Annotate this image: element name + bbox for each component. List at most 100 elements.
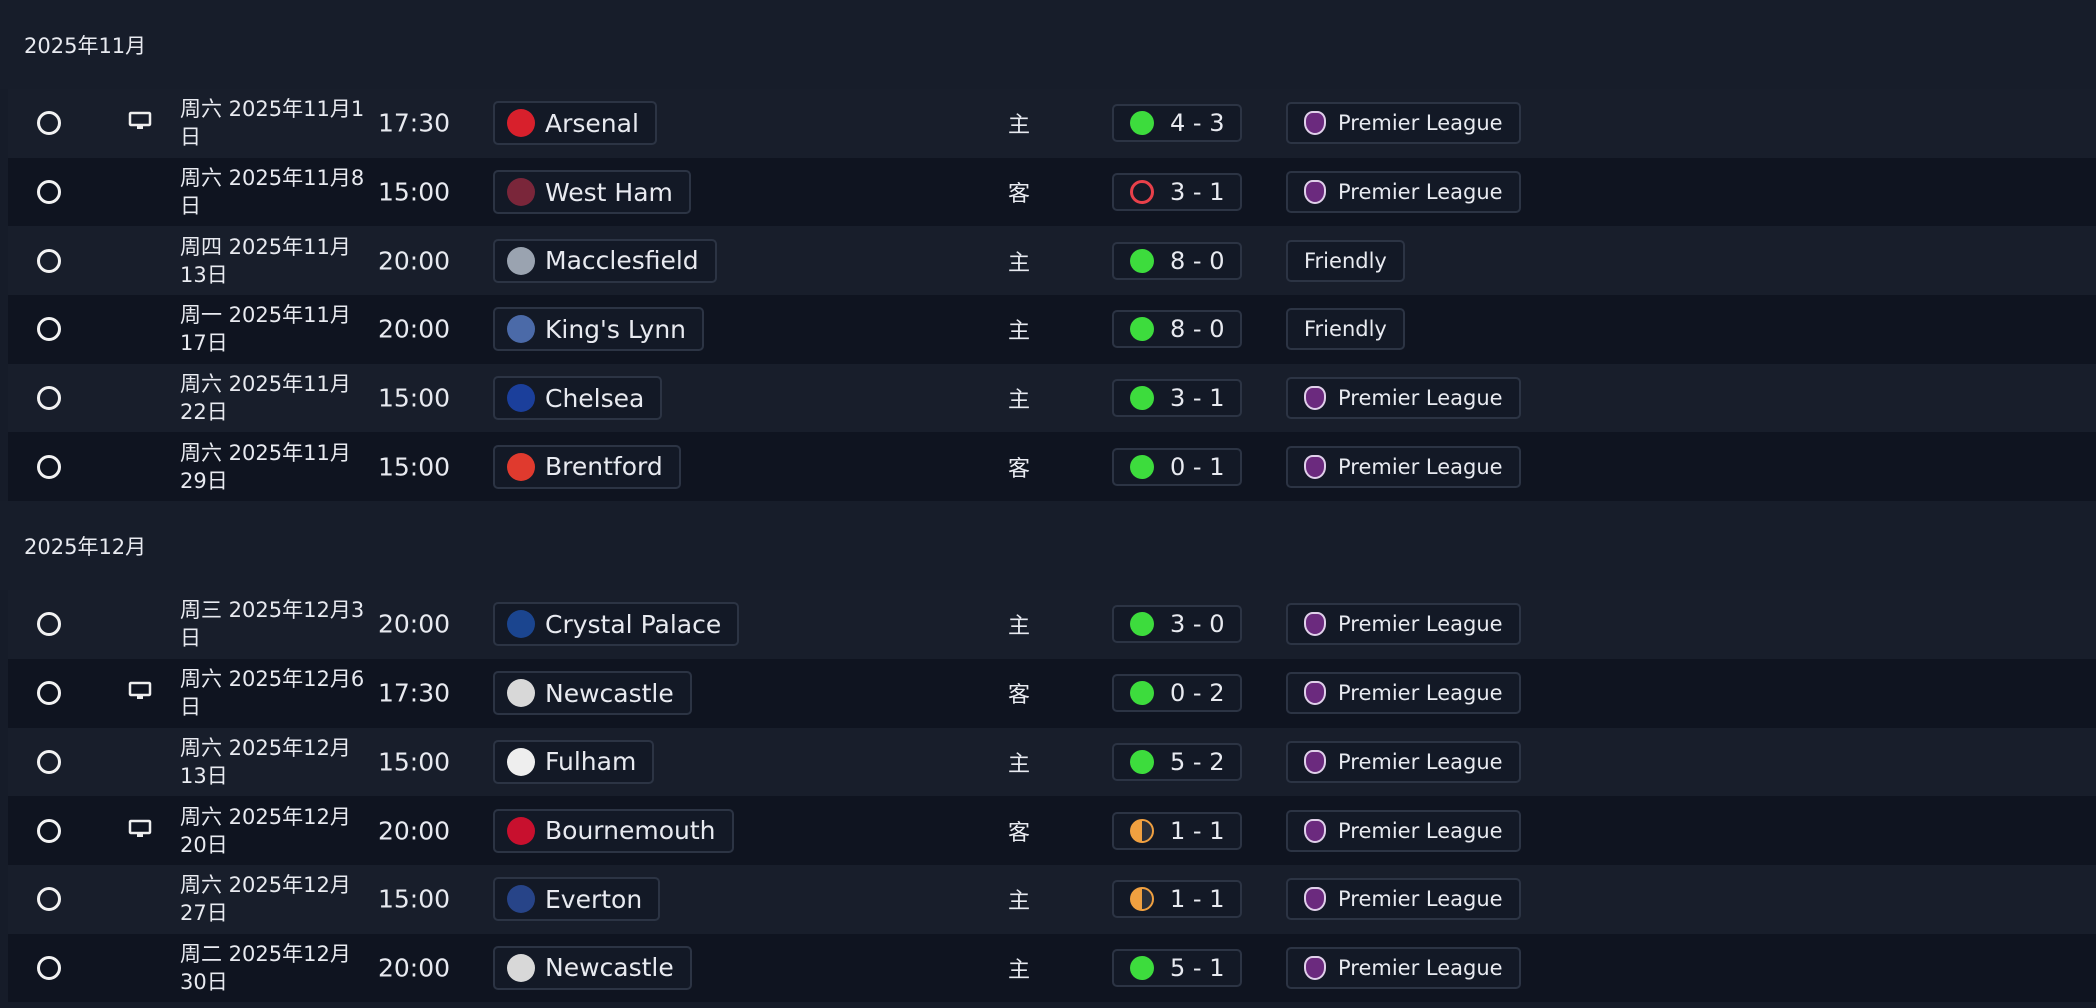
competition-logo [1304, 111, 1326, 136]
match-row[interactable]: 周六 2025年12月27日 15:00 Everton 主 1 - 1 Premier … [8, 864, 2096, 934]
opponent[interactable]: Macclesfield [493, 238, 717, 283]
match-row[interactable]: 周六 2025年11月29日 15:00 Brentford 客 0 - 1 Premie… [8, 432, 2096, 502]
tv-icon [128, 819, 152, 843]
opponent[interactable]: Arsenal [493, 101, 657, 146]
club-badge [507, 452, 535, 481]
select-circle[interactable] [37, 386, 61, 411]
venue: 客 [1008, 456, 1031, 482]
match-row[interactable]: 周六 2025年12月6日 17:30 Newcastle 客 0 - 2 Premier… [8, 658, 2096, 728]
select-circle[interactable] [37, 454, 61, 479]
select-circle[interactable] [37, 749, 61, 774]
competition[interactable]: Premier League [1286, 377, 1521, 420]
opponent[interactable]: Chelsea [493, 376, 663, 421]
score[interactable]: 8 - 0 [1112, 241, 1243, 280]
opponent[interactable]: Bournemouth [493, 808, 734, 853]
result-icon [1130, 111, 1154, 136]
opponent[interactable]: Everton [493, 877, 661, 922]
match-row[interactable]: 周六 2025年11月1日 17:30 Arsenal 主 4 - 3 Premier L… [8, 89, 2096, 158]
score[interactable]: 5 - 2 [1112, 742, 1243, 781]
month-header: 2025年11月 [0, 0, 2096, 89]
kickoff-time: 15:00 [378, 884, 451, 914]
score-text: 4 - 3 [1170, 109, 1225, 138]
opponent[interactable]: Newcastle [493, 671, 692, 716]
competition[interactable]: Premier League [1286, 171, 1521, 214]
competition[interactable]: Premier League [1286, 878, 1521, 921]
opponent[interactable]: Brentford [493, 444, 681, 489]
kickoff-time: 17:30 [378, 108, 451, 138]
venue: 主 [1008, 250, 1031, 276]
competition[interactable]: Premier League [1286, 102, 1521, 145]
match-row[interactable]: 周六 2025年11月8日 15:00 West Ham 客 3 - 1 Premier … [8, 157, 2096, 227]
score-text: 3 - 1 [1170, 384, 1225, 413]
score[interactable]: 4 - 3 [1112, 104, 1243, 143]
club-badge [507, 178, 535, 207]
kickoff-time: 15:00 [378, 747, 451, 777]
match-row[interactable]: 周六 2025年12月13日 15:00 Fulham 主 5 - 2 Premier L… [8, 727, 2096, 797]
match-date: 周六 2025年12月20日 [180, 804, 351, 857]
score-text: 0 - 1 [1170, 452, 1225, 481]
score[interactable]: 3 - 1 [1112, 173, 1243, 212]
competition[interactable]: Premier League [1286, 672, 1521, 715]
select-circle[interactable] [37, 955, 61, 980]
result-icon [1130, 955, 1154, 980]
competition-logo [1304, 681, 1326, 706]
club-badge [507, 315, 535, 344]
select-circle[interactable] [37, 818, 61, 843]
competition[interactable]: Premier League [1286, 603, 1521, 646]
result-icon [1130, 887, 1154, 912]
competition[interactable]: Friendly [1286, 308, 1405, 351]
select-circle[interactable] [37, 317, 61, 342]
match-date: 周六 2025年12月13日 [180, 735, 351, 788]
score[interactable]: 0 - 2 [1112, 674, 1243, 713]
opponent[interactable]: Newcastle [493, 945, 692, 990]
competition[interactable]: Friendly [1286, 239, 1405, 282]
score[interactable]: 1 - 1 [1112, 880, 1243, 919]
match-date: 周六 2025年12月27日 [180, 873, 351, 926]
venue: 主 [1008, 614, 1031, 640]
score[interactable]: 8 - 0 [1112, 310, 1243, 349]
competition[interactable]: Premier League [1286, 809, 1521, 852]
opponent[interactable]: West Ham [493, 170, 691, 215]
competition[interactable]: Premier League [1286, 946, 1521, 989]
opponent-name: Chelsea [545, 383, 645, 413]
score[interactable]: 3 - 1 [1112, 379, 1243, 418]
select-circle[interactable] [37, 887, 61, 912]
score[interactable]: 3 - 0 [1112, 605, 1243, 644]
opponent[interactable]: King's Lynn [493, 307, 705, 352]
opponent[interactable]: Fulham [493, 739, 655, 784]
match-row[interactable]: 周六 2025年12月20日 20:00 Bournemouth 客 1 - 1 Prem… [8, 796, 2096, 865]
club-badge [507, 246, 535, 275]
match-date: 周四 2025年11月13日 [180, 234, 351, 287]
match-date: 周六 2025年11月22日 [180, 372, 351, 425]
score-text: 3 - 0 [1170, 610, 1225, 639]
club-badge [507, 953, 535, 982]
score[interactable]: 1 - 1 [1112, 811, 1243, 850]
kickoff-time: 20:00 [378, 816, 451, 846]
select-circle[interactable] [37, 111, 61, 136]
match-row[interactable]: 周六 2025年11月22日 15:00 Chelsea 主 3 - 1 Premier … [8, 363, 2096, 433]
kickoff-time: 15:00 [378, 383, 451, 413]
opponent[interactable]: Crystal Palace [493, 602, 740, 647]
select-circle[interactable] [37, 248, 61, 273]
competition[interactable]: Premier League [1286, 740, 1521, 783]
club-badge [507, 885, 535, 914]
competition[interactable]: Premier League [1286, 445, 1521, 488]
select-circle[interactable] [37, 681, 61, 706]
match-row[interactable]: 周三 2025年12月3日 20:00 Crystal Palace 主 3 - 0 Pr… [8, 590, 2096, 659]
match-row[interactable]: 周一 2025年11月17日 20:00 King's Lynn 主 8 - 0 Frie… [8, 295, 2096, 364]
venue: 主 [1008, 889, 1031, 915]
select-circle[interactable] [37, 612, 61, 637]
competition-name: Premier League [1338, 681, 1503, 706]
competition-logo [1304, 386, 1326, 411]
opponent-name: Newcastle [545, 678, 674, 708]
match-row[interactable]: 周二 2025年12月30日 20:00 Newcastle 主 5 - 1 Premie… [8, 933, 2096, 1003]
kickoff-time: 20:00 [378, 246, 451, 276]
score[interactable]: 5 - 1 [1112, 948, 1243, 987]
match-row[interactable]: 周四 2025年11月13日 20:00 Macclesfield 主 8 - 0 Fri… [8, 226, 2096, 296]
select-circle[interactable] [37, 180, 61, 205]
result-icon [1130, 749, 1154, 774]
score[interactable]: 0 - 1 [1112, 447, 1243, 486]
competition-logo [1304, 454, 1326, 479]
